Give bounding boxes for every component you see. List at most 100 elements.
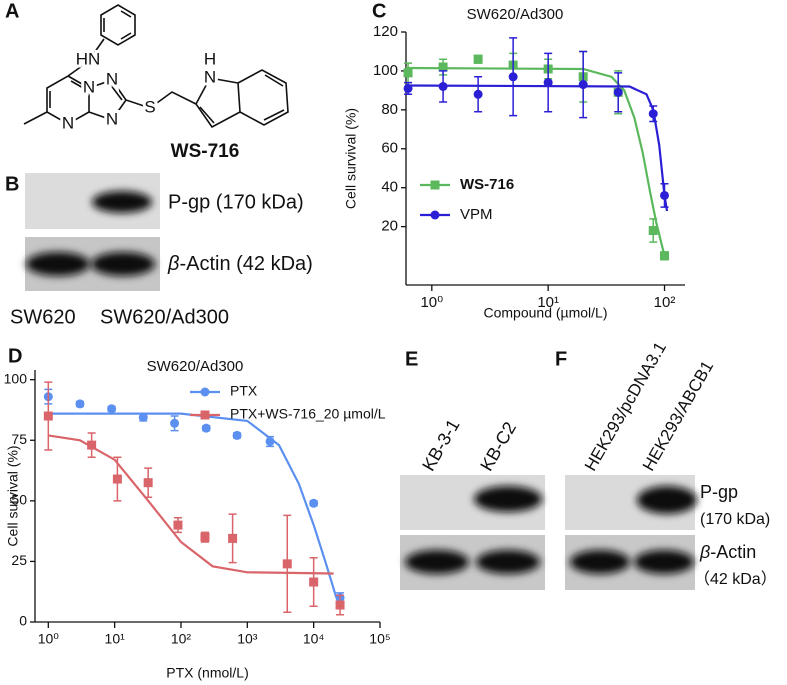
band-symbol: β <box>167 253 179 275</box>
x-tick-label: 10³ <box>237 631 258 647</box>
marker <box>648 109 658 119</box>
marker <box>232 430 242 440</box>
marker <box>200 387 210 397</box>
y-tick-label: 25 <box>11 552 27 568</box>
x-tick-label: 10⁰ <box>420 294 443 311</box>
band-symbol: β <box>699 542 710 562</box>
band-label: β-Actin <box>699 542 756 562</box>
x-tick-label: 10⁴ <box>303 631 325 647</box>
marker <box>200 410 210 420</box>
x-axis-label: PTX (nmol/L) <box>166 665 248 681</box>
x-tick-label: 10¹ <box>537 294 559 311</box>
legend-label: VPM <box>460 206 493 223</box>
marker <box>578 80 588 90</box>
marker <box>430 210 440 220</box>
blot-band <box>570 550 630 574</box>
marker <box>265 436 275 446</box>
compound-name: WS-716 <box>171 141 240 162</box>
blot-band <box>476 550 540 574</box>
band-label: β-Actin (42 kDa) <box>167 253 313 275</box>
band-text: -Actin (42 kDa) <box>179 253 312 275</box>
atom-label: S <box>144 97 155 116</box>
fit-curve <box>48 434 334 575</box>
marker <box>75 399 85 409</box>
marker <box>309 498 319 508</box>
marker <box>143 478 153 488</box>
atom-label: N <box>83 77 95 96</box>
marker <box>228 533 238 543</box>
band-label: （42 kDa） <box>694 570 777 588</box>
blot-band <box>92 191 152 213</box>
marker <box>473 54 483 64</box>
fit-curve <box>405 66 666 257</box>
y-tick-label: 40 <box>381 179 398 196</box>
y-tick-label: 75 <box>11 431 27 447</box>
y-tick-label: 20 <box>381 218 398 235</box>
atom-label: N <box>204 67 216 86</box>
marker <box>173 520 183 530</box>
x-tick-label: 10⁰ <box>38 631 60 647</box>
marker <box>170 418 180 428</box>
blot-band <box>637 486 697 514</box>
marker <box>403 68 413 78</box>
marker <box>430 180 440 190</box>
marker <box>438 81 448 91</box>
y-tick-label: 0 <box>19 613 27 629</box>
legend-label: PTX+WS-716_20 µmol/L <box>230 406 386 422</box>
marker <box>438 62 448 72</box>
lane-label: SW620 <box>10 306 76 328</box>
y-axis-label: Cell survival (%) <box>5 445 21 546</box>
y-tick-label: 120 <box>373 23 398 40</box>
lane-label: KB-3-1 <box>418 416 463 475</box>
marker <box>43 411 53 421</box>
x-tick-label: 10⁵ <box>369 631 390 647</box>
chart-title: SW620/Ad300 <box>147 358 244 375</box>
atom-label: N <box>106 109 118 128</box>
marker <box>201 423 211 433</box>
panel-label: B <box>5 173 19 195</box>
y-tick-label: 60 <box>381 140 398 157</box>
x-axis-label: Compound (µmol/L) <box>483 305 607 321</box>
chart-title: SW620/Ad300 <box>467 6 564 23</box>
marker <box>473 89 483 99</box>
lane-label: KB-C2 <box>476 418 520 474</box>
panel-label: A <box>5 0 19 22</box>
marker <box>282 559 292 569</box>
marker <box>660 190 670 200</box>
atom-label: H <box>204 49 216 68</box>
panel-label: C <box>372 0 386 22</box>
marker <box>508 72 518 82</box>
band-text: -Actin <box>710 542 756 562</box>
y-tick-label: 50 <box>11 492 27 508</box>
atom-label: N <box>106 69 118 88</box>
x-tick-label: 10¹ <box>105 631 126 647</box>
marker <box>138 412 148 422</box>
panel-label: E <box>405 348 418 370</box>
x-tick-label: 10² <box>654 294 676 311</box>
marker <box>87 440 97 450</box>
structure <box>23 4 289 129</box>
panel-label: D <box>8 345 22 367</box>
marker <box>648 226 658 236</box>
marker <box>335 600 345 610</box>
marker <box>613 87 623 97</box>
atom-label: N <box>62 113 74 132</box>
band-label: (170 kDa) <box>700 511 770 528</box>
blot-band <box>405 550 469 574</box>
panel-label: F <box>555 348 567 370</box>
lane-label: SW620/Ad300 <box>100 306 229 328</box>
marker <box>309 577 319 587</box>
y-tick-label: 80 <box>381 101 398 118</box>
marker <box>107 404 117 414</box>
marker <box>403 83 413 93</box>
band-label: P-gp <box>700 482 738 502</box>
blot-band <box>634 550 694 574</box>
legend-label: WS-716 <box>460 176 514 193</box>
marker <box>543 78 553 88</box>
marker <box>660 251 670 261</box>
atom-label: HN <box>76 49 101 68</box>
x-tick-label: 10² <box>171 631 192 647</box>
fit-curve <box>405 84 669 212</box>
y-tick-label: 100 <box>4 370 28 386</box>
